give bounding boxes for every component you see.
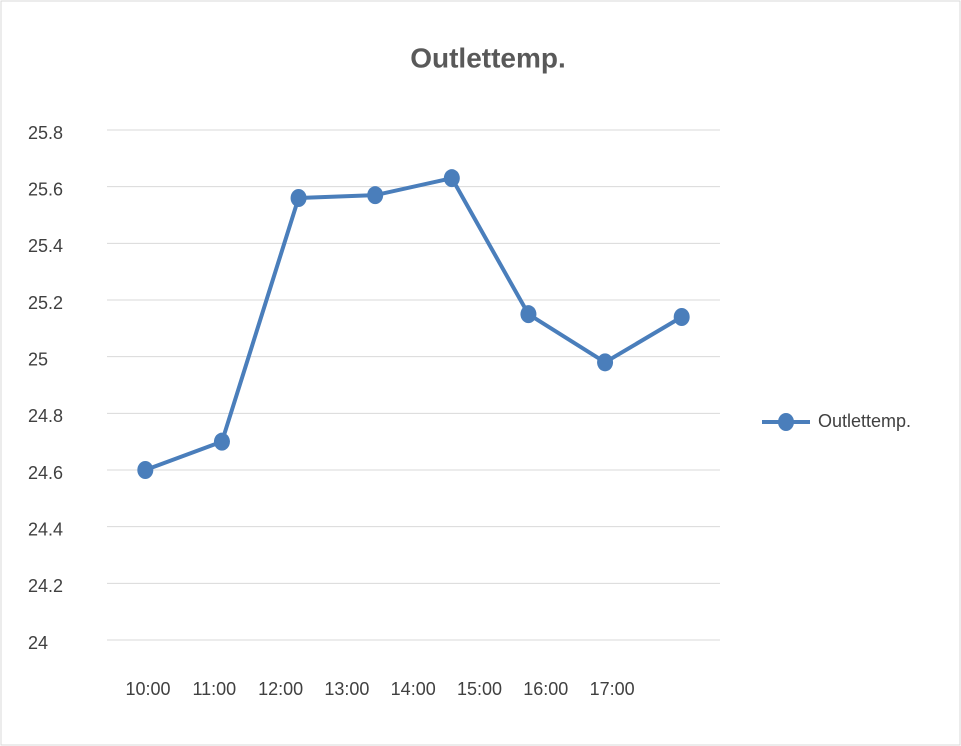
x-tick-label: 17:00 bbox=[590, 679, 635, 699]
x-tick-label: 16:00 bbox=[523, 679, 568, 699]
y-tick-label: 24.8 bbox=[28, 406, 63, 426]
x-tick-label: 13:00 bbox=[324, 679, 369, 699]
y-tick-label: 25.4 bbox=[28, 236, 63, 256]
y-tick-label: 25 bbox=[28, 349, 48, 369]
point bbox=[367, 186, 384, 205]
legend-label: Outlettemp. bbox=[818, 411, 911, 431]
y-tick-label: 25.8 bbox=[28, 123, 63, 143]
x-tick-label: 14:00 bbox=[391, 679, 436, 699]
legend-marker bbox=[778, 413, 794, 431]
point bbox=[520, 305, 537, 324]
point bbox=[443, 169, 460, 188]
y-tick-label: 24 bbox=[28, 633, 48, 653]
series-line bbox=[144, 176, 683, 472]
x-tick-label: 12:00 bbox=[258, 679, 303, 699]
point bbox=[290, 189, 307, 207]
y-tick-label: 24.4 bbox=[28, 519, 63, 539]
point bbox=[137, 461, 154, 479]
x-tick-label: 15:00 bbox=[457, 679, 502, 699]
y-tick-label: 24.6 bbox=[28, 463, 63, 483]
x-tick-label: 11:00 bbox=[192, 679, 236, 699]
point bbox=[597, 353, 614, 372]
chart-title: Outlettemp. bbox=[410, 42, 566, 73]
y-tick-label: 25.6 bbox=[28, 179, 63, 199]
y-tick-label: 24.2 bbox=[28, 576, 63, 596]
point bbox=[213, 432, 230, 451]
x-tick-label: 10:00 bbox=[125, 679, 170, 699]
point bbox=[673, 308, 690, 326]
y-tick-label: 25.2 bbox=[28, 293, 63, 313]
